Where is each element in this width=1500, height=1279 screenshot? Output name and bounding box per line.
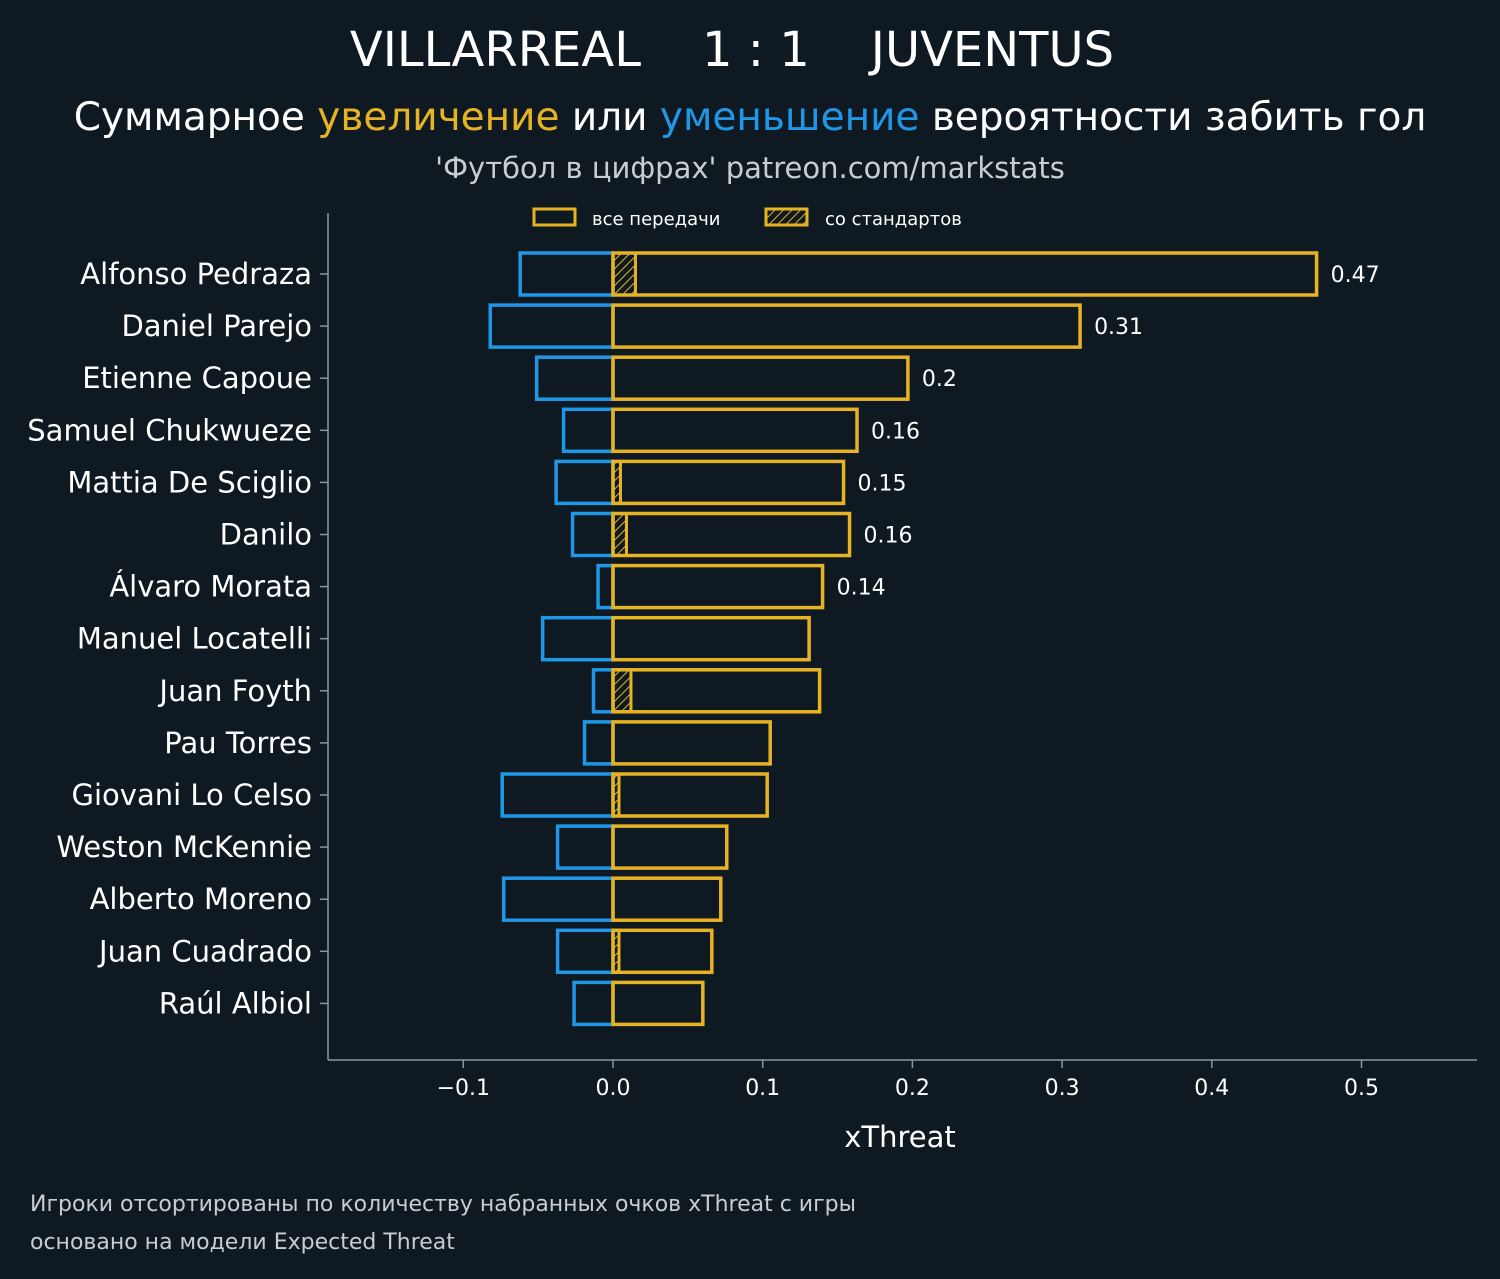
bar-positive: [611, 251, 1319, 297]
bar-positive: [611, 876, 723, 922]
x-axis-label: xThreat: [844, 1120, 956, 1154]
bar-set-pieces: [611, 251, 637, 297]
bar-negative: [555, 824, 615, 870]
x-tick-label: 0.1: [745, 1076, 780, 1101]
bar-positive: [611, 772, 769, 818]
category-label: Etienne Capoue: [82, 361, 312, 395]
home-team: VILLARREAL: [350, 22, 641, 78]
bar-positive: [611, 980, 705, 1027]
category-label: Giovani Lo Celso: [72, 778, 312, 812]
x-ticks: −0.1 0.0 0.1 0.2 0.3 0.4 0.5: [437, 1060, 1379, 1101]
source-text: 'Футбол в цифрах' patreon.com/markstats: [435, 151, 1065, 185]
category-label: Weston McKennie: [56, 830, 312, 864]
bar-positive: [611, 563, 825, 610]
bar-set-pieces: [611, 668, 633, 714]
bar-positive: [611, 511, 852, 558]
bar-set-pieces: [611, 512, 628, 557]
subtitle-decrease: уменьшение: [660, 95, 920, 140]
bar-positive: [611, 407, 859, 454]
x-tick-label: −0.1: [437, 1076, 490, 1101]
value-label: 0.16: [864, 524, 913, 549]
category-label: Juan Cuadrado: [97, 934, 312, 968]
bar-negative: [534, 355, 615, 401]
x-tick-label: 0.0: [596, 1076, 631, 1101]
value-label: 0.2: [922, 367, 957, 392]
bar-negative: [488, 303, 615, 349]
score: 1 : 1: [702, 22, 810, 78]
match-title: VILLARREAL 1 : 1 JUVENTUS: [350, 22, 1114, 78]
legend-swatch-set-pieces: [764, 207, 809, 227]
category-label: Alfonso Pedraza: [80, 257, 312, 291]
category-labels: Alfonso Pedraza Daniel Parejo Etienne Capo…: [27, 257, 328, 1020]
bar-negative: [572, 980, 615, 1027]
category-label: Danilo: [220, 518, 312, 552]
category-label: Juan Foyth: [157, 674, 312, 708]
x-tick-label: 0.3: [1045, 1076, 1080, 1101]
subtitle: Суммарное увеличение или уменьшение веро…: [74, 95, 1427, 140]
bar-set-pieces: [611, 772, 621, 818]
category-label: Mattia De Sciglio: [67, 465, 312, 499]
bar-set-pieces: [611, 928, 621, 974]
category-label: Samuel Chukwueze: [27, 413, 312, 447]
subtitle-part2: или: [560, 95, 660, 140]
bar-positive: [611, 720, 772, 766]
away-team: JUVENTUS: [868, 22, 1114, 78]
category-label: Raúl Albiol: [159, 986, 312, 1020]
bar-negative: [500, 772, 615, 818]
category-label: Álvaro Morata: [109, 570, 312, 604]
bar-negative: [561, 407, 615, 454]
value-label: 0.47: [1331, 263, 1380, 288]
bar-negative: [554, 459, 615, 506]
legend-label-set-pieces: со стандартов: [825, 209, 962, 230]
legend-label-all: все передачи: [592, 209, 720, 230]
bar-positive: [611, 668, 822, 714]
bar-negative: [540, 615, 615, 662]
footer-line1: Игроки отсортированы по количеству набра…: [30, 1192, 856, 1217]
bar-positive: [611, 928, 714, 975]
bar-negative: [570, 511, 615, 558]
value-label: 0.31: [1094, 315, 1143, 340]
x-tick-label: 0.4: [1194, 1076, 1229, 1101]
category-label: Daniel Parejo: [121, 309, 312, 343]
bar-negative: [582, 720, 615, 766]
bar-negative: [591, 668, 615, 714]
category-label: Alberto Moreno: [90, 882, 312, 916]
bar-positive: [611, 355, 910, 401]
category-label: Manuel Locatelli: [77, 622, 312, 656]
bar-positive: [611, 303, 1082, 349]
bar-positive: [611, 459, 846, 506]
footer-line2: основано на модели Expected Threat: [30, 1230, 455, 1255]
bar-negative: [555, 928, 615, 975]
value-label: 0.15: [858, 471, 907, 496]
x-tick-label: 0.2: [895, 1076, 930, 1101]
subtitle-part1: Суммарное: [74, 95, 318, 140]
bar-positive: [611, 615, 811, 662]
bar-negative: [596, 563, 615, 610]
category-label: Pau Torres: [164, 726, 312, 760]
legend: все передачи со стандартов: [532, 207, 962, 230]
subtitle-part3: вероятности забить гол: [919, 95, 1426, 140]
value-label: 0.14: [837, 576, 886, 601]
bar-negative: [518, 251, 615, 297]
legend-swatch-all: [532, 207, 577, 227]
bars-layer: 0.47 0.31 0.2 0.16 0.15 0.16 0.14: [488, 251, 1380, 1027]
bar-set-pieces: [611, 459, 622, 505]
x-tick-label: 0.5: [1344, 1076, 1379, 1101]
value-label: 0.16: [871, 419, 920, 444]
subtitle-increase: увеличение: [317, 95, 559, 140]
bar-positive: [611, 824, 729, 870]
bar-negative: [501, 876, 615, 922]
